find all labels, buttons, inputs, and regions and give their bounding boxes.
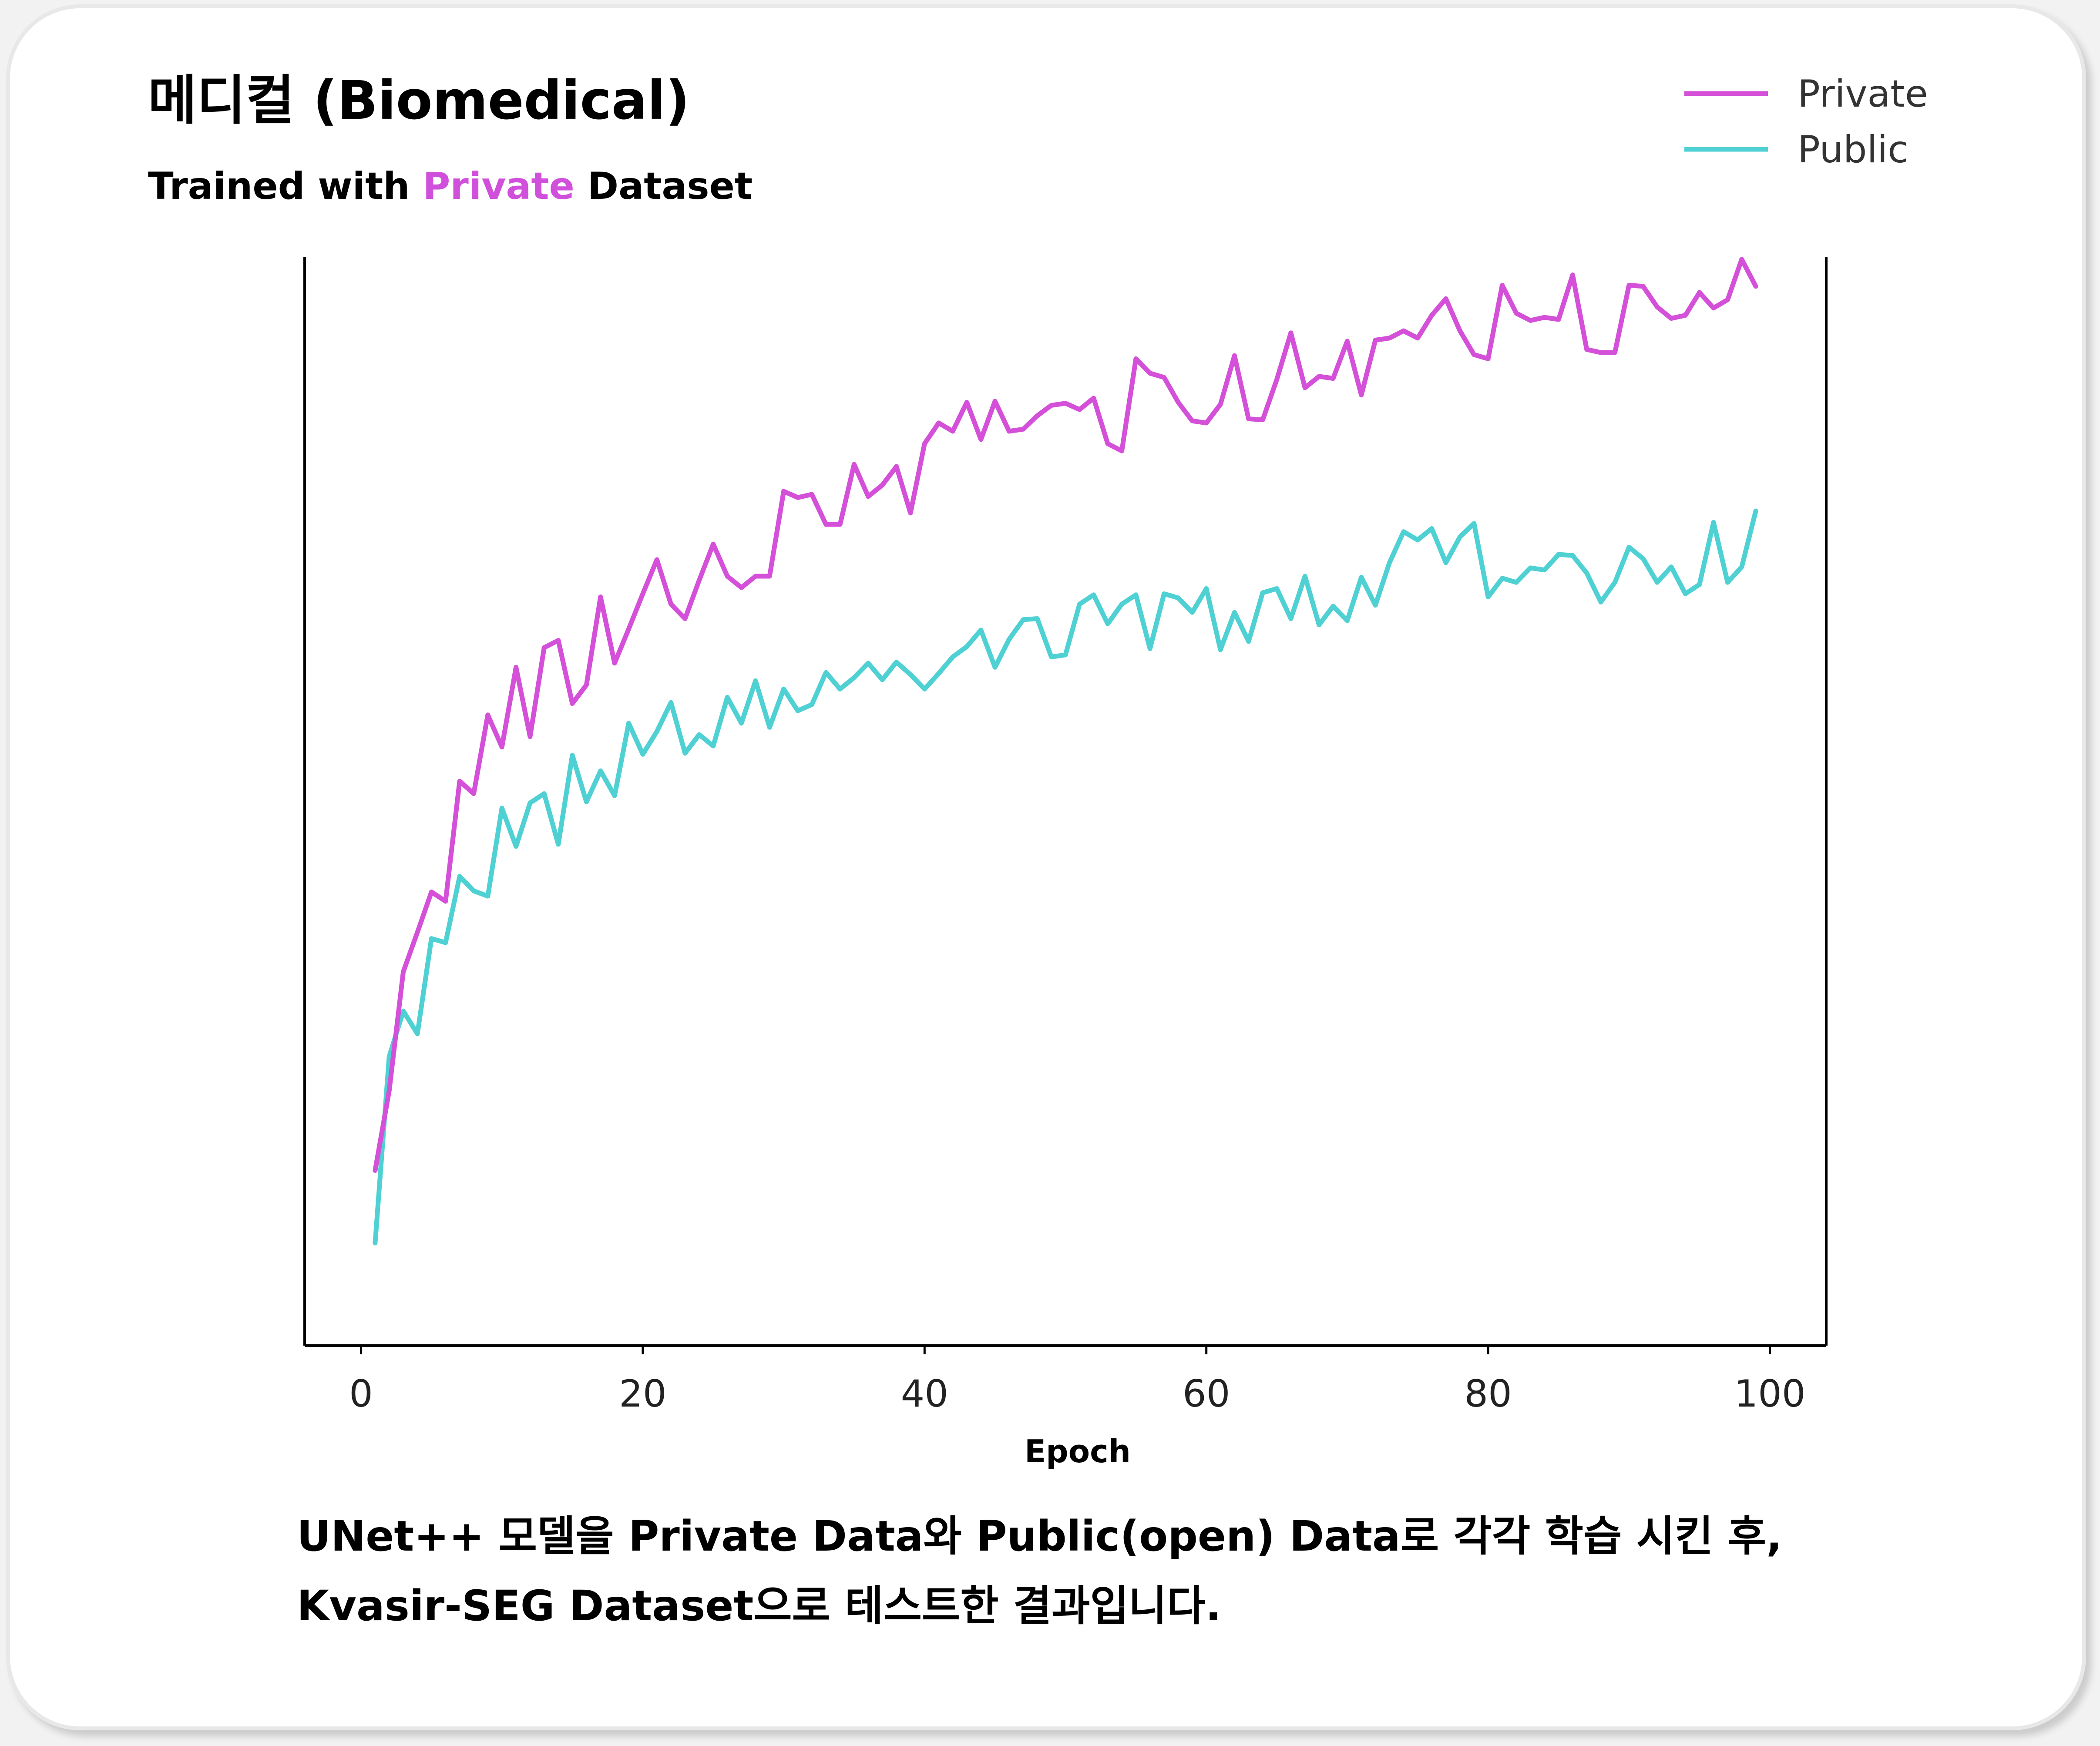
series-group — [373, 257, 1758, 1246]
subtitle-accent: Private — [423, 165, 575, 208]
x-tick-label: 60 — [1183, 1372, 1230, 1416]
series-line-public — [373, 508, 1758, 1246]
x-axis: 0 20 40 60 80 100 — [349, 1346, 1806, 1416]
page-title: 메디컬 (Biomedical) — [148, 70, 690, 131]
page-subtitle: Trained with Private Dataset — [148, 168, 753, 205]
x-tick-label: 80 — [1464, 1372, 1512, 1416]
subtitle-prefix: Trained with — [148, 165, 423, 208]
legend-label-public: Public — [1798, 128, 1908, 171]
legend-label-private: Private — [1798, 72, 1928, 116]
caption-line-2: Kvasir-SEG Dataset으로 테스트한 결과입니다. — [297, 1581, 1222, 1630]
plot-frame — [303, 257, 1828, 1347]
series-line-private — [373, 257, 1758, 1173]
card — [6, 4, 2086, 1730]
x-tick-label: 0 — [349, 1372, 373, 1416]
x-tick-label: 100 — [1734, 1372, 1805, 1416]
caption-line-1: UNet++ 모델을 Private Data와 Public(open) Da… — [297, 1512, 1782, 1561]
x-axis-title: Epoch — [1025, 1433, 1131, 1470]
caption: UNet++ 모델을 Private Data와 Public(open) Da… — [297, 1501, 1864, 1641]
x-tick-label: 40 — [901, 1372, 948, 1416]
subtitle-suffix: Dataset — [574, 165, 753, 208]
x-tick-label: 20 — [619, 1372, 666, 1416]
legend: Private Public — [1684, 72, 1928, 171]
